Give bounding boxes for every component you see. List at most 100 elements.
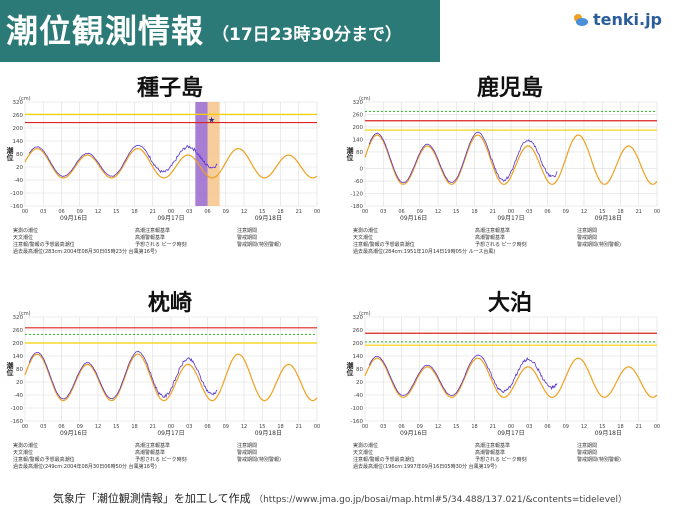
date-label: 09月16日: [400, 215, 427, 222]
legend-item: 予想される ピーク時刻: [135, 457, 187, 463]
y-tick-label: -160: [11, 419, 24, 425]
x-tick-label: 00: [362, 424, 368, 430]
legend-item: 警戒期間(特別警報): [237, 457, 281, 463]
footer-credit: 気象庁「潮位観測情報」を加工して作成 （https://www.jma.go.j…: [0, 490, 680, 506]
x-tick-label: 21: [636, 424, 642, 430]
x-tick-label: 15: [599, 424, 605, 430]
x-tick-label: 03: [186, 424, 192, 430]
y-tick-label: 20: [356, 380, 363, 386]
date-label: 09月18日: [255, 215, 282, 222]
legend-item: 注意報/警報の予想最高潮位: [353, 457, 415, 463]
x-tick-label: 18: [277, 424, 283, 430]
legend-item: 警戒期間(特別警報): [577, 242, 621, 248]
tide-chart: -180 -120 -60 0 80 140 200 260 320 00 03 06 09 12 15 18…: [346, 96, 660, 222]
date-label: 09月17日: [497, 430, 524, 437]
legend-item: 注意期間: [577, 228, 598, 234]
tide-chart: -160 -100 -40 20 80 140 200 260 320 00 03 06 09 12 15 1…: [6, 311, 320, 437]
special-warning-band: [195, 102, 208, 206]
x-tick-label: 06: [544, 424, 550, 430]
y-tick-label: -160: [351, 419, 364, 425]
y-tick-label: 200: [353, 125, 364, 131]
x-tick-label: 12: [95, 209, 101, 215]
x-tick-label: 15: [599, 209, 605, 215]
legend-item: 高潮警報基準: [475, 235, 506, 241]
y-axis-label: 潮位: [6, 146, 14, 162]
unit-label: (cm): [359, 96, 371, 102]
x-tick-label: 00: [314, 209, 320, 215]
x-tick-label: 15: [113, 424, 119, 430]
x-tick-label: 09: [417, 424, 423, 430]
y-tick-label: 260: [13, 113, 24, 119]
x-tick-label: 12: [435, 209, 441, 215]
x-tick-label: 18: [471, 424, 477, 430]
x-tick-label: 09: [563, 209, 569, 215]
x-tick-label: 09: [417, 209, 423, 215]
x-tick-label: 00: [168, 424, 174, 430]
x-tick-label: 06: [204, 209, 210, 215]
y-axis-label: 潮位: [346, 146, 354, 162]
station-title: 鹿児島: [476, 76, 543, 101]
chart-panel-odomari: 大泊 -160 -100 -40 20 80 140 200 260 320 00 03 06 09 12 1…: [345, 285, 675, 495]
x-tick-label: 21: [296, 424, 302, 430]
peak-star-icon: ★: [208, 115, 215, 124]
x-tick-label: 12: [95, 424, 101, 430]
brand-logo[interactable]: tenki.jp: [571, 10, 662, 29]
astronomical-tide-line: [24, 147, 318, 179]
y-tick-label: 80: [16, 152, 23, 158]
legend-item: 注意報/警報の予想最高潮位: [13, 457, 75, 463]
y-tick-label: -100: [11, 191, 24, 197]
chart-legend: 実測の潮位 天文潮位 注意報/警報の予想最高潮位 高潮注意報基準 高潮警報基準 予想される…: [353, 442, 677, 492]
x-tick-label: 06: [398, 424, 404, 430]
legend-item: 警戒期間(特別警報): [237, 242, 281, 248]
date-label: 09月17日: [157, 215, 184, 222]
legend-item: 高潮警報基準: [135, 235, 166, 241]
warning-period-band: [207, 102, 220, 206]
x-tick-label: 00: [508, 424, 514, 430]
x-tick-label: 06: [544, 209, 550, 215]
y-tick-label: 320: [353, 100, 364, 106]
observed-tide-line: [368, 354, 558, 397]
x-tick-label: 18: [617, 424, 623, 430]
record-note: 過去最高潮位(283cm:2004年08月30日05時23分 台風第16号): [13, 249, 157, 255]
x-tick-label: 12: [435, 424, 441, 430]
legend-item: 実測の潮位: [13, 228, 39, 234]
y-tick-label: 140: [13, 139, 24, 145]
date-label: 09月18日: [595, 215, 622, 222]
observed-tide-line: [28, 144, 218, 177]
observed-tide-line: [368, 131, 558, 184]
y-tick-label: 0: [360, 167, 364, 173]
astronomical-tide-line: [364, 134, 658, 185]
y-tick-label: 80: [16, 367, 23, 373]
x-tick-label: 15: [259, 424, 265, 430]
date-label: 09月18日: [255, 430, 282, 437]
y-tick-label: 80: [356, 367, 363, 373]
date-label: 09月16日: [60, 430, 87, 437]
legend-item: 予想される ピーク時刻: [135, 242, 187, 248]
legend-item: 警戒期間: [237, 235, 258, 241]
x-tick-label: 21: [150, 424, 156, 430]
tide-chart: -160 -100 -40 20 80 140 200 260 320 00 03 06 09 12 15 1…: [6, 96, 320, 222]
y-tick-label: -40: [14, 178, 23, 184]
x-tick-label: 06: [58, 424, 64, 430]
legend-item: 天文潮位: [353, 235, 374, 241]
chart-panel-tanegashima: 種子島 -160 -100 -40 20 80 140 200 260 320 00 03 06 09 12…: [5, 70, 335, 280]
y-tick-label: -160: [11, 204, 24, 210]
y-tick-label: 140: [353, 354, 364, 360]
x-tick-label: 09: [223, 424, 229, 430]
chart-legend: 実測の潮位 天文潮位 注意報/警報の予想最高潮位 高潮注意報基準 高潮警報基準 予想される…: [353, 227, 677, 277]
x-tick-label: 09: [77, 209, 83, 215]
y-tick-label: -40: [14, 393, 23, 399]
chart-panel-kagoshima: 鹿児島 -180 -120 -60 0 80 140 200 260 320 00 03 06 09 12 1…: [345, 70, 675, 280]
y-axis-label: 潮位: [346, 361, 354, 377]
date-label: 09月16日: [400, 430, 427, 437]
y-tick-label: 200: [13, 126, 24, 132]
y-axis-label: 潮位: [6, 361, 14, 377]
legend-item: 警戒期間(特別警報): [577, 457, 621, 463]
y-tick-label: 260: [353, 328, 364, 334]
y-tick-label: 80: [356, 150, 363, 156]
footer-url: （https://www.jma.go.jp/bosai/map.html#5/…: [254, 495, 628, 505]
x-tick-label: 06: [398, 209, 404, 215]
x-tick-label: 12: [581, 209, 587, 215]
x-tick-label: 09: [563, 424, 569, 430]
x-tick-label: 21: [296, 209, 302, 215]
